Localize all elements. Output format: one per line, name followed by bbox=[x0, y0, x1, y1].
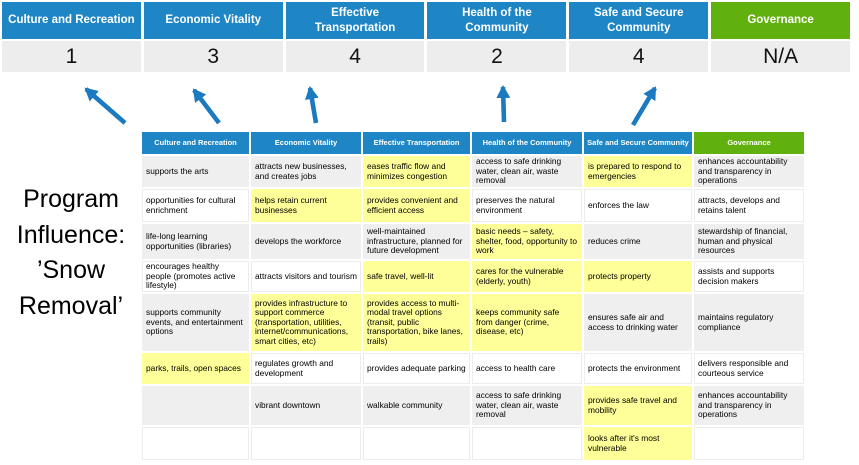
matrix-cell: vibrant downtown bbox=[251, 386, 361, 425]
matrix-cell: maintains regulatory compliance bbox=[694, 294, 804, 351]
summary-header-economic-vitality: Economic Vitality bbox=[143, 2, 283, 39]
matrix-cell: supports community events, and entertain… bbox=[142, 294, 249, 351]
matrix-cell: provides safe travel and mobility bbox=[584, 386, 692, 425]
up-arrow-icon bbox=[304, 86, 319, 124]
matrix-cell: stewardship of financial, human and phys… bbox=[694, 224, 804, 259]
matrix-cell: parks, trails, open spaces bbox=[142, 353, 249, 384]
matrix-cell: access to safe drinking water, clean air… bbox=[472, 156, 582, 187]
matrix-cell: ensures safe air and access to drinking … bbox=[584, 294, 692, 351]
matrix-cell: enhances accountability and transparency… bbox=[694, 156, 804, 187]
matrix-cell: reduces crime bbox=[584, 224, 692, 259]
matrix-cell: delivers responsible and courteous servi… bbox=[694, 353, 804, 384]
matrix-header-governance: Governance bbox=[694, 132, 804, 154]
summary-score-economic-vitality: 3 bbox=[143, 41, 283, 72]
matrix-cell: attracts new businesses, and creates job… bbox=[251, 156, 361, 187]
matrix-header-economic-vitality: Economic Vitality bbox=[251, 132, 361, 154]
matrix-cell: preserves the natural environment bbox=[472, 189, 582, 222]
summary-score-culture-and-recreation: 1 bbox=[2, 41, 141, 72]
program-influence-label: Program Influence: ’Snow Removal’ bbox=[16, 185, 126, 320]
matrix-cell bbox=[142, 386, 249, 425]
matrix-cell: safe travel, well-lit bbox=[363, 261, 470, 292]
matrix-cell: access to health care bbox=[472, 353, 582, 384]
up-arrow-icon bbox=[192, 88, 221, 125]
matrix-cell bbox=[251, 427, 361, 460]
matrix-cell: develops the workforce bbox=[251, 224, 361, 259]
matrix-cell: provides access to multi-modal travel op… bbox=[363, 294, 470, 351]
matrix-cell bbox=[142, 427, 249, 460]
summary-score-safe-and-secure-community: 4 bbox=[569, 41, 709, 72]
matrix-cell: attracts, develops and retains talent bbox=[694, 189, 804, 222]
summary-header-governance: Governance bbox=[711, 2, 850, 39]
matrix-cell: is prepared to respond to emergencies bbox=[584, 156, 692, 187]
matrix-cell bbox=[472, 427, 582, 460]
matrix-header-safe-and-secure-community: Safe and Secure Community bbox=[584, 132, 692, 154]
matrix-cell: opportunities for cultural enrichment bbox=[142, 189, 249, 222]
matrix-cell: encourages healthy people (promotes acti… bbox=[142, 261, 249, 292]
matrix-cell: provides adequate parking bbox=[363, 353, 470, 384]
matrix-cell: basic needs – safety, shelter, food, opp… bbox=[472, 224, 582, 259]
up-arrow-icon bbox=[631, 86, 657, 127]
matrix-cell: life-long learning opportunities (librar… bbox=[142, 224, 249, 259]
matrix-cell: supports the arts bbox=[142, 156, 249, 187]
matrix-cell: provides convenient and efficient access bbox=[363, 189, 470, 222]
influence-matrix: Culture and Recreation Economic Vitality E… bbox=[142, 132, 804, 460]
matrix-cell: walkable community bbox=[363, 386, 470, 425]
summary-scorecard: Culture and Recreation Economic Vitality E… bbox=[2, 2, 850, 72]
matrix-cell bbox=[363, 427, 470, 460]
summary-header-culture-and-recreation: Culture and Recreation bbox=[2, 2, 141, 39]
matrix-cell: attracts visitors and tourism bbox=[251, 261, 361, 292]
summary-header-health-of-the-community: Health of the Community bbox=[427, 2, 567, 39]
summary-header-effective-transportation: Effective Transportation bbox=[285, 2, 425, 39]
matrix-cell: cares for the vulnerable (elderly, youth… bbox=[472, 261, 582, 292]
matrix-cell: provides infrastructure to support comme… bbox=[251, 294, 361, 351]
matrix-cell: helps retain current businesses bbox=[251, 189, 361, 222]
up-arrow-icon bbox=[84, 87, 127, 125]
matrix-cell: protects property bbox=[584, 261, 692, 292]
matrix-cell: keeps community safe from danger (crime,… bbox=[472, 294, 582, 351]
summary-score-effective-transportation: 4 bbox=[285, 41, 425, 72]
summary-score-health-of-the-community: 2 bbox=[427, 41, 567, 72]
matrix-cell: well-maintained infrastructure, planned … bbox=[363, 224, 470, 259]
up-arrow-icon bbox=[496, 85, 511, 123]
matrix-header-health-of-the-community: Health of the Community bbox=[472, 132, 582, 154]
matrix-cell: assists and supports decision makers bbox=[694, 261, 804, 292]
matrix-cell: protects the environment bbox=[584, 353, 692, 384]
matrix-header-culture-and-recreation: Culture and Recreation bbox=[142, 132, 249, 154]
matrix-cell: access to safe drinking water, clean air… bbox=[472, 386, 582, 425]
matrix-cell: enforces the law bbox=[584, 189, 692, 222]
matrix-cell: enhances accountability and transparency… bbox=[694, 386, 804, 425]
matrix-cell: eases traffic flow and minimizes congest… bbox=[363, 156, 470, 187]
matrix-cell bbox=[694, 427, 804, 460]
summary-header-safe-and-secure-community: Safe and Secure Community bbox=[569, 2, 709, 39]
matrix-header-effective-transportation: Effective Transportation bbox=[363, 132, 470, 154]
matrix-cell: looks after it's most vulnerable bbox=[584, 427, 692, 460]
matrix-cell: regulates growth and development bbox=[251, 353, 361, 384]
summary-score-governance: N/A bbox=[711, 41, 850, 72]
